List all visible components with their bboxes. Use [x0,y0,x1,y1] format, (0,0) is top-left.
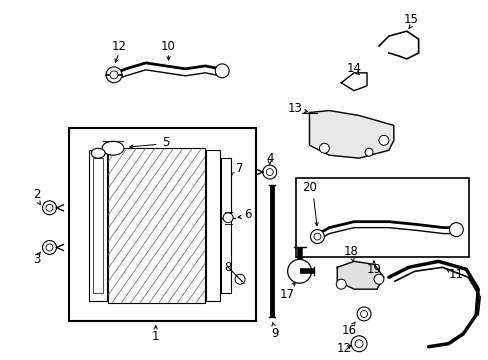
Polygon shape [337,261,383,289]
Circle shape [354,340,362,348]
Text: 20: 20 [302,181,316,194]
Text: 13: 13 [286,102,302,115]
Circle shape [360,310,367,318]
Circle shape [448,223,462,237]
Circle shape [263,165,276,179]
Text: 19: 19 [366,263,381,276]
Text: 5: 5 [162,136,169,149]
Circle shape [42,240,56,255]
Bar [206,150,220,301]
Circle shape [336,279,346,289]
Text: 10: 10 [161,40,176,53]
Circle shape [319,143,328,153]
Bar [93,158,103,293]
Circle shape [223,213,233,223]
Text: 2: 2 [33,188,41,201]
Text: 15: 15 [403,13,417,26]
Text: 18: 18 [343,245,358,258]
Circle shape [350,336,366,352]
Bar [295,178,468,257]
Circle shape [287,260,311,283]
Text: 12: 12 [336,342,351,355]
Text: 7: 7 [236,162,244,175]
Text: 17: 17 [280,288,295,301]
Circle shape [110,71,118,79]
Text: 3: 3 [33,253,40,266]
Ellipse shape [91,148,105,158]
Bar [221,158,231,293]
Text: 14: 14 [346,62,361,75]
Text: 1: 1 [152,330,159,343]
Text: 12: 12 [111,40,126,53]
Text: 6: 6 [244,208,251,221]
Polygon shape [309,111,393,158]
Circle shape [215,64,229,78]
Circle shape [46,244,53,251]
Bar [69,129,255,321]
Circle shape [42,201,56,215]
Circle shape [310,230,324,243]
Text: 9: 9 [270,327,278,340]
Text: 8: 8 [224,261,231,274]
Circle shape [373,274,383,284]
Circle shape [266,168,273,176]
Circle shape [313,233,320,240]
Bar [89,150,107,301]
Bar [108,148,205,303]
Circle shape [365,148,372,156]
Text: 16: 16 [341,324,356,337]
Circle shape [235,274,244,284]
Circle shape [378,135,388,145]
Circle shape [46,204,53,211]
Text: 4: 4 [265,152,273,165]
Circle shape [356,307,370,321]
Circle shape [106,67,122,83]
Ellipse shape [102,141,123,155]
Text: 11: 11 [448,268,463,281]
